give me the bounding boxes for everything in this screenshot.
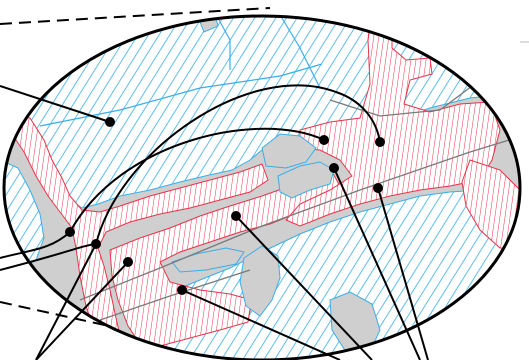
callout-point (65, 227, 75, 237)
leader-i (377, 187, 429, 360)
island-south (329, 291, 381, 353)
waterways (39, 17, 323, 127)
waterway-1 (39, 63, 323, 127)
leader-a (0, 85, 111, 123)
callout-point (375, 137, 385, 147)
callout-point (329, 163, 339, 173)
waterway-3 (281, 17, 321, 89)
waterway-2 (217, 17, 231, 70)
inset-ellipse-outline (2, 14, 522, 360)
road-branch-south (99, 269, 251, 321)
island-central (261, 133, 317, 169)
callout-points (65, 117, 385, 295)
island-peninsula (277, 161, 335, 199)
callout-point (123, 257, 133, 267)
leader-h (333, 167, 421, 360)
callout-leaders (0, 84, 429, 360)
leader-b (0, 127, 325, 259)
leader-g (235, 215, 373, 360)
callout-point (105, 117, 115, 127)
callout-point (319, 135, 329, 145)
leader-c (0, 84, 381, 271)
callout-point (177, 285, 187, 295)
road-main (79, 133, 520, 301)
developed-area-east (285, 16, 501, 227)
callout-point (373, 183, 383, 193)
leader-f (181, 289, 341, 360)
callout-point (91, 239, 101, 249)
island-lagoon (171, 247, 245, 273)
callout-point (231, 211, 241, 221)
leader-d (35, 243, 97, 360)
inset-lead-line-top (0, 7, 271, 25)
leader-e (35, 261, 129, 360)
